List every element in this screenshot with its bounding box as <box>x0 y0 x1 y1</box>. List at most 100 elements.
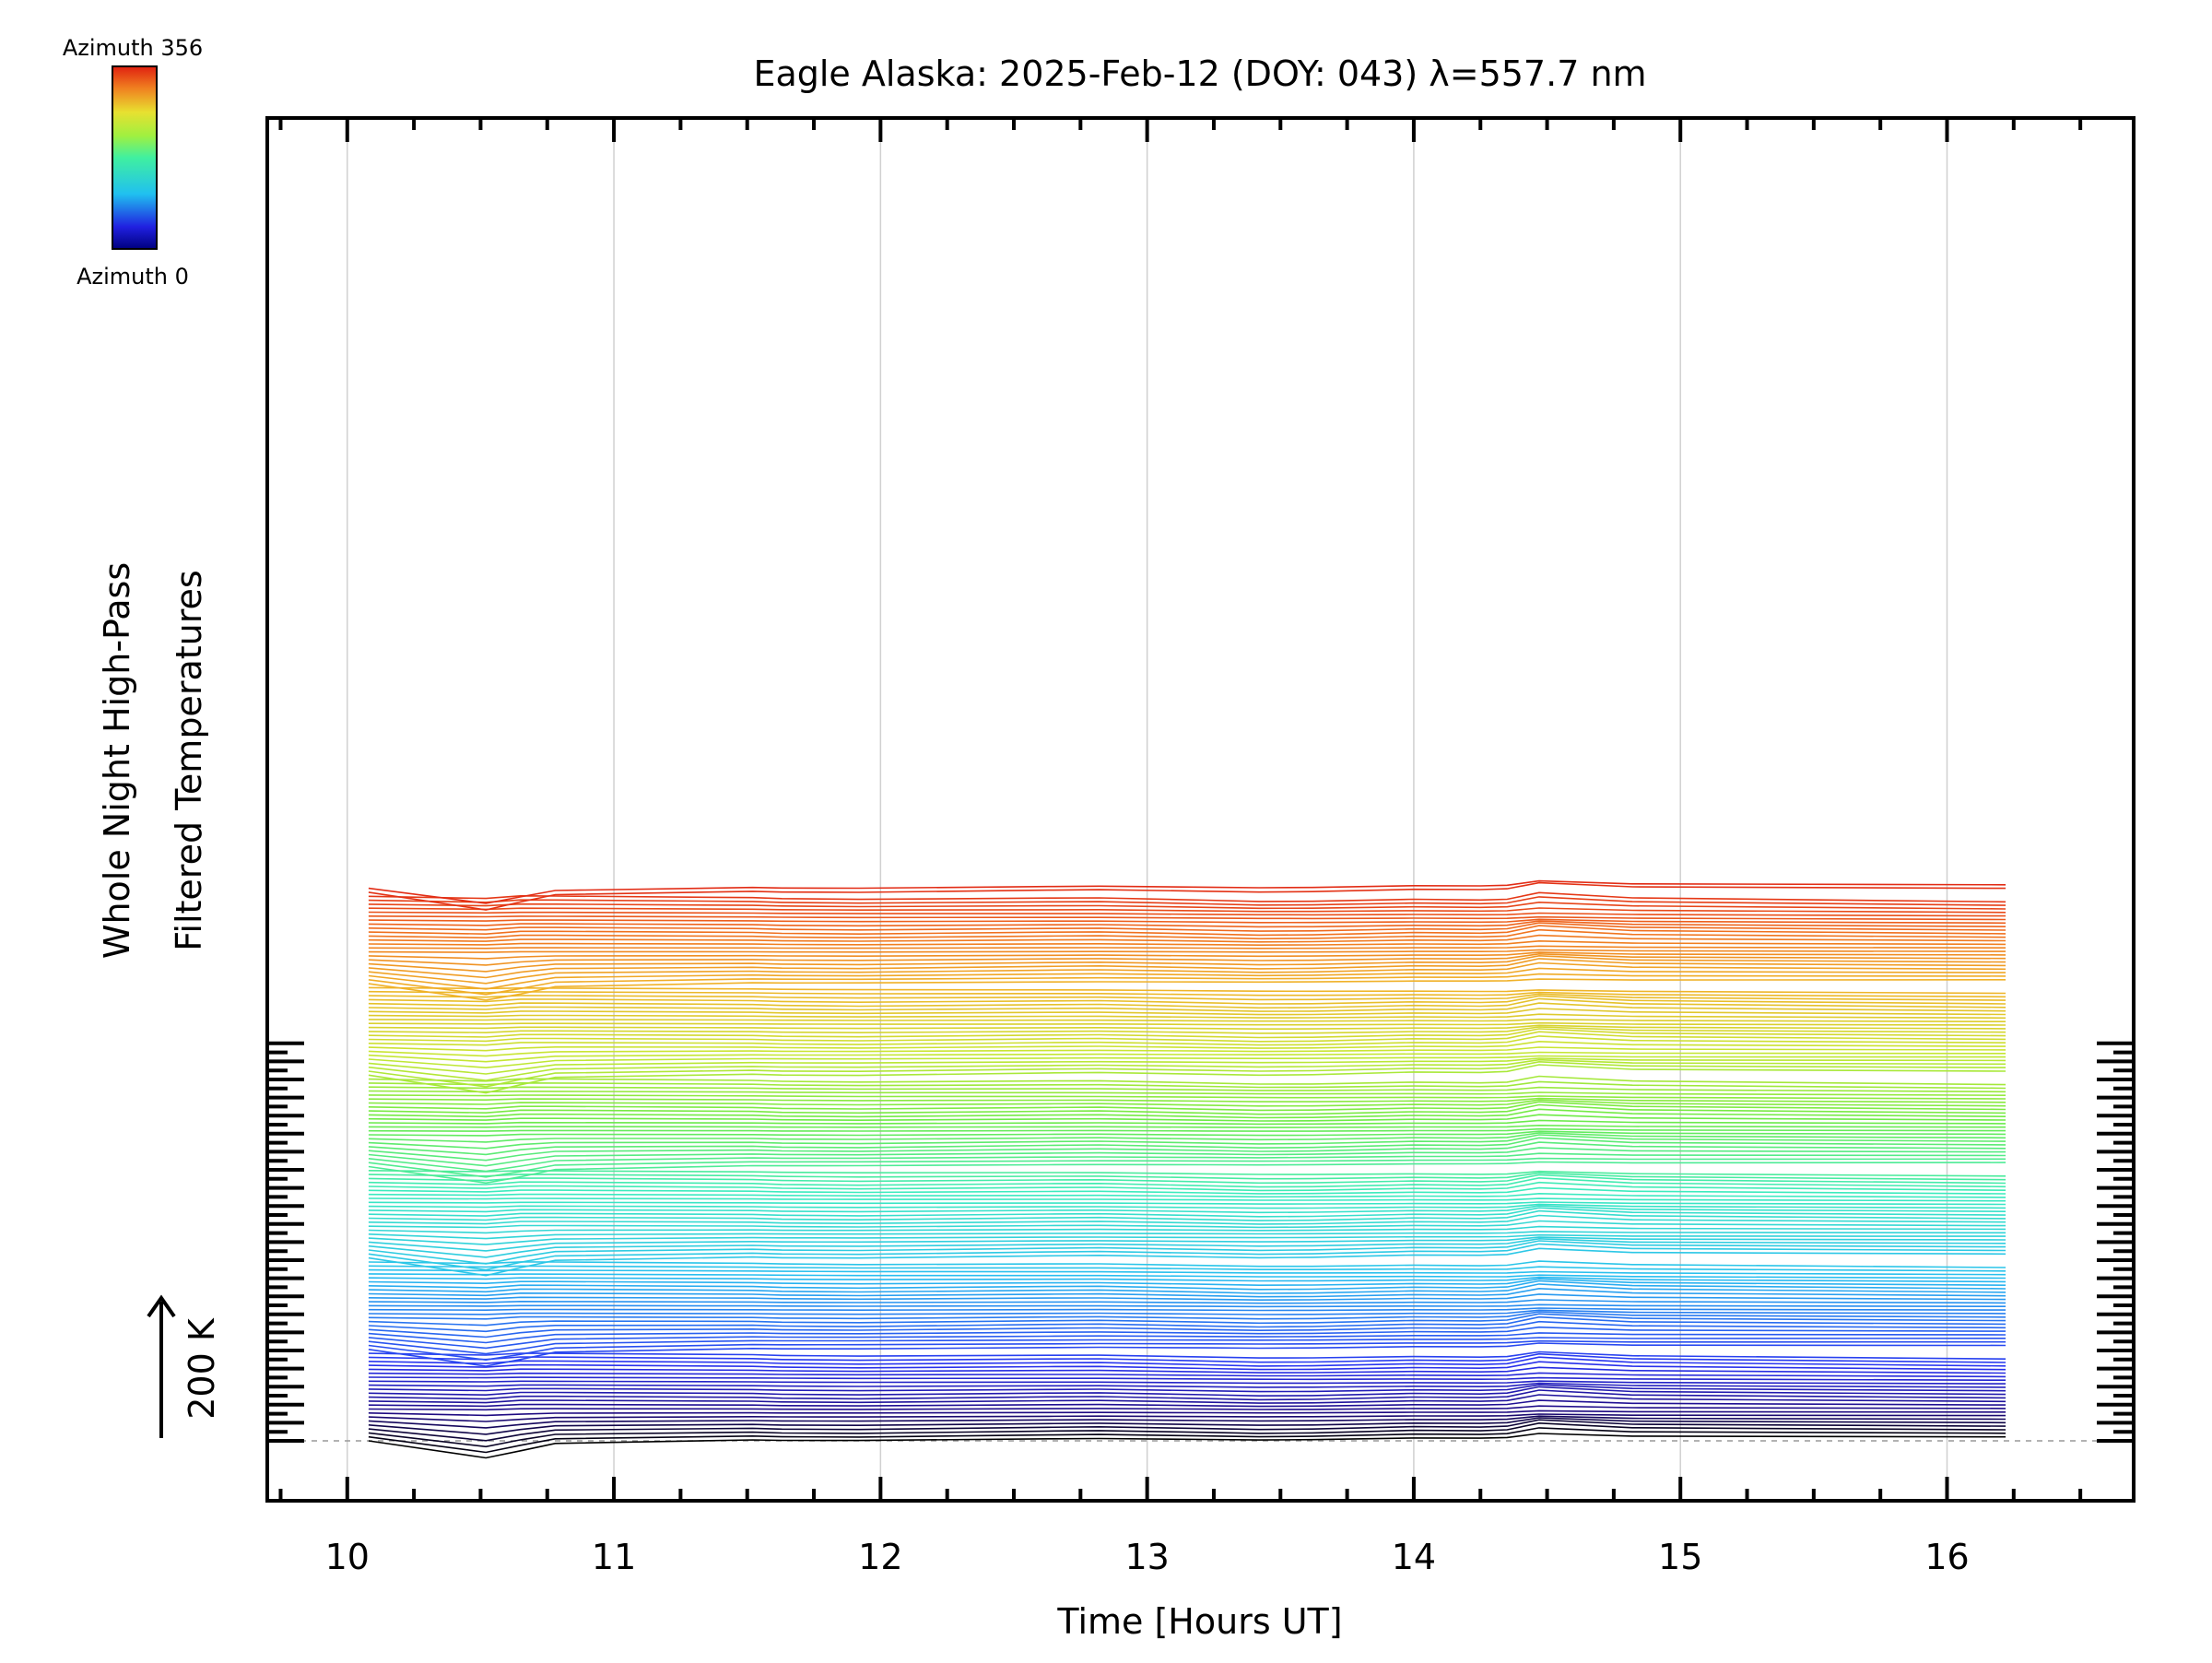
x-tick-label-11: 11 <box>592 1537 636 1577</box>
series-line-82 <box>368 1108 2006 1119</box>
series-line-26 <box>368 1332 2006 1350</box>
series-line-28 <box>368 1320 2006 1339</box>
chart-title: Eagle Alaska: 2025-Feb-12 (DOY: 043) λ=5… <box>753 53 1646 94</box>
series-line-24 <box>368 1339 2006 1362</box>
series-line-32 <box>368 1309 2006 1315</box>
series-line-25 <box>368 1337 2006 1355</box>
x-tick-labels: 10 11 12 13 14 15 16 <box>325 1537 1970 1577</box>
series-line-112 <box>368 993 2006 1001</box>
axis-ticks <box>267 118 2134 1501</box>
series-line-38 <box>368 1283 2006 1294</box>
series-line-134 <box>368 907 2006 914</box>
x-tick-label-10: 10 <box>325 1537 370 1577</box>
series-line-97 <box>368 1051 2006 1063</box>
series-line-106 <box>368 1018 2006 1022</box>
series-line-70 <box>368 1157 2006 1178</box>
series-line-111 <box>368 995 2006 1005</box>
series-line-5 <box>368 1415 2006 1429</box>
series-line-115 <box>368 978 2006 1001</box>
series-line-121 <box>368 952 2006 966</box>
series-line-54 <box>368 1220 2006 1229</box>
colorbar-label-top: Azimuth 356 <box>63 35 203 61</box>
series-line-108 <box>368 1008 2006 1016</box>
series-line-64 <box>368 1181 2006 1192</box>
series-line-95 <box>368 1057 2006 1075</box>
series-line-52 <box>368 1231 2006 1240</box>
series-line-133 <box>368 911 2006 917</box>
y-axis-label-line2: Filtered Temperatures <box>169 570 209 950</box>
series-line-18 <box>368 1366 2006 1374</box>
series-line-10 <box>368 1394 2006 1404</box>
series-line-43 <box>368 1268 2006 1276</box>
series-line-17 <box>368 1372 2006 1378</box>
series-line-47 <box>368 1243 2006 1271</box>
series-line-139 <box>368 879 2006 904</box>
series-line-110 <box>368 997 2006 1009</box>
series-line-42 <box>368 1273 2006 1280</box>
series-line-29 <box>368 1315 2006 1333</box>
series-line-36 <box>368 1293 2006 1301</box>
series-line-57 <box>368 1207 2006 1218</box>
series-line-31 <box>368 1311 2006 1320</box>
series-line-126 <box>368 934 2006 943</box>
series-line-85 <box>368 1099 2006 1107</box>
scale-arrow <box>147 1294 176 1438</box>
series-line-77 <box>368 1130 2006 1137</box>
x-axis-label: Time [Hours UT] <box>1056 1601 1342 1642</box>
series-line-56 <box>368 1209 2006 1221</box>
series-line-105 <box>368 1021 2006 1026</box>
series-line-100 <box>368 1035 2006 1046</box>
series-line-84 <box>368 1101 2006 1112</box>
series-line-75 <box>368 1134 2006 1150</box>
series-line-116 <box>368 973 2006 996</box>
series-line-21 <box>368 1352 2006 1363</box>
series-line-92 <box>368 1064 2006 1094</box>
series-group <box>368 879 2006 1459</box>
series-line-16 <box>368 1376 2006 1381</box>
x-tick-label-15: 15 <box>1658 1537 1702 1577</box>
series-line-123 <box>368 949 2006 953</box>
series-line-104 <box>368 1024 2006 1030</box>
series-line-122 <box>368 951 2006 960</box>
series-line-87 <box>368 1094 2006 1100</box>
series-line-72 <box>368 1147 2006 1167</box>
series-line-14 <box>368 1382 2006 1388</box>
series-line-23 <box>368 1342 2006 1367</box>
series-line-117 <box>368 967 2006 990</box>
plot-frame <box>265 116 2136 1503</box>
series-line-88 <box>368 1090 2006 1096</box>
series-line-1 <box>368 1427 2006 1454</box>
gridlines <box>267 118 2134 1501</box>
series-line-3 <box>368 1419 2006 1442</box>
series-line-63 <box>368 1186 2006 1195</box>
series-line-61 <box>368 1197 2006 1202</box>
series-line-48 <box>368 1240 2006 1265</box>
series-line-2 <box>368 1421 2006 1448</box>
series-line-74 <box>368 1137 2006 1156</box>
series-line-131 <box>368 918 2006 925</box>
series-line-53 <box>368 1225 2006 1234</box>
colorbar-label-bottom: Azimuth 0 <box>76 264 189 289</box>
series-line-51 <box>368 1233 2006 1245</box>
series-line-33 <box>368 1307 2006 1312</box>
colorbar <box>112 65 158 250</box>
series-line-81 <box>368 1114 2006 1122</box>
series-line-40 <box>368 1278 2006 1286</box>
series-line-59 <box>368 1203 2006 1209</box>
scale-bar-label: 200 K <box>182 1317 222 1420</box>
series-line-20 <box>368 1356 2006 1367</box>
series-line-65 <box>368 1176 2006 1188</box>
series-line-11 <box>368 1389 2006 1401</box>
series-line-135 <box>368 901 2006 910</box>
series-line-107 <box>368 1013 2006 1020</box>
series-line-6 <box>368 1413 2006 1422</box>
series-line-71 <box>368 1152 2006 1173</box>
series-line-127 <box>368 928 2006 940</box>
series-line-69 <box>368 1161 2006 1185</box>
series-line-101 <box>368 1031 2006 1043</box>
series-line-79 <box>368 1124 2006 1128</box>
series-line-67 <box>368 1172 2006 1181</box>
series-line-99 <box>368 1040 2006 1052</box>
